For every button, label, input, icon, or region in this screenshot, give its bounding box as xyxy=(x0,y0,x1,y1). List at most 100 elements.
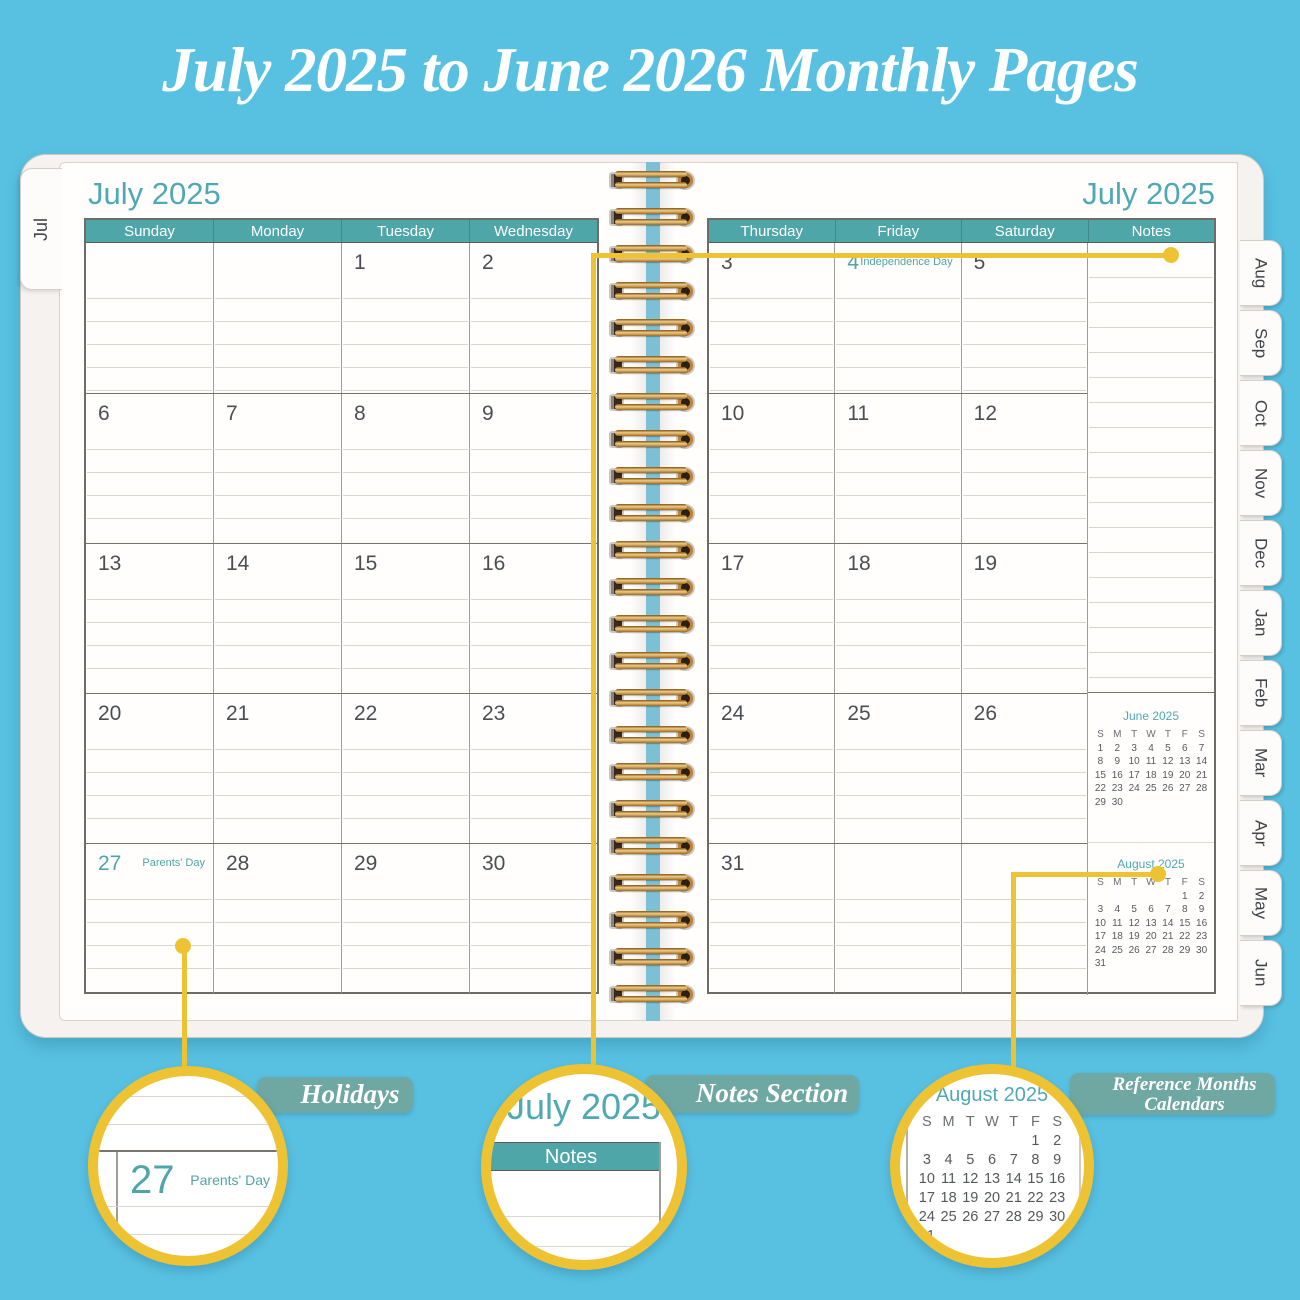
mini-date: 27 xyxy=(983,1209,1001,1225)
wire-bar xyxy=(615,652,687,658)
mini-date xyxy=(1003,1132,1025,1151)
mini-date: 25 xyxy=(1145,783,1157,794)
wire-bar xyxy=(615,959,687,965)
mini-week-row: 17 18 19 20 21 22 23 xyxy=(1092,930,1210,944)
right-calendar-body: 3 4 Independence Day 5 10 11 12 17 18 19 24 25 26 31 … xyxy=(709,243,1214,995)
mini-date: 19 xyxy=(1162,769,1174,781)
mini-date: 18 xyxy=(1145,769,1157,781)
wire-bar xyxy=(615,430,687,436)
week-row: 27 Parents' Day 28 29 30 xyxy=(86,843,597,993)
mini-date: 28 xyxy=(1005,1209,1022,1225)
mini-date: 16 xyxy=(1111,769,1123,781)
mini-date: 31 xyxy=(1094,958,1106,969)
mini-date: 18 xyxy=(940,1190,957,1206)
week-row: 24 25 26 xyxy=(709,693,1087,843)
reference-months-magnifier: August 2025 S M T W T F S 1 2 3 4 5 6 7 8 9 10 11 12 13 14 15 1… xyxy=(890,1064,1094,1268)
day-cell: 9 xyxy=(470,394,597,543)
mini-date: 9 xyxy=(1114,756,1121,767)
mini-date: 30 xyxy=(1196,944,1208,956)
ruled-lines xyxy=(215,577,340,691)
day-cell: 19 xyxy=(962,544,1087,693)
mini-date: 22 xyxy=(1027,1190,1044,1206)
day-cell: 16 xyxy=(470,544,597,693)
month-tab-jul: Jul xyxy=(20,168,62,290)
side-tab-label: Dec xyxy=(1251,537,1271,569)
side-tab-label: Apr xyxy=(1251,819,1271,847)
date-number: 27 xyxy=(98,852,122,875)
side-tab-aug: Aug xyxy=(1240,240,1282,306)
date-number: 20 xyxy=(98,702,122,725)
mini-date: 8 xyxy=(1097,756,1104,767)
mini-date xyxy=(1176,796,1193,810)
reference-callout-dot xyxy=(1150,866,1166,882)
mini-date: 29 xyxy=(1179,944,1191,956)
spiral-loop xyxy=(601,836,703,858)
mini-day-header: T xyxy=(1131,877,1138,888)
mini-date: 12 xyxy=(1162,756,1174,767)
right-calendar-grid: Thursday Friday Saturday Notes 3 4 Independen… xyxy=(707,218,1216,995)
ruled-lines xyxy=(343,427,468,541)
reference-months-label: Reference Months Calendars xyxy=(1070,1073,1275,1115)
wire-bar xyxy=(615,837,687,843)
date-columns: 3 4 Independence Day 5 10 11 12 17 18 19 24 25 26 31 xyxy=(709,243,1087,995)
date-number: 24 xyxy=(721,702,745,725)
mini-date: 21 xyxy=(1196,769,1208,781)
day-cell: 3 xyxy=(709,243,836,393)
mini-date: 10 xyxy=(1094,917,1106,929)
wire-bar xyxy=(615,404,687,410)
wire-bar xyxy=(615,208,687,214)
ruled-lines xyxy=(710,877,834,991)
mini-date xyxy=(1143,957,1160,971)
day-cell: 12 xyxy=(962,394,1087,543)
spiral-loop xyxy=(601,873,703,895)
date-number: 30 xyxy=(482,852,506,875)
wire-bar xyxy=(615,245,687,251)
date-number: 5 xyxy=(973,251,986,274)
mini-calendar: August 2025 S M T W T F S 1 2 3 4 5 6 7 8 9 10 11 12 13 14 15 1… xyxy=(1088,842,1214,995)
mini-calendar-title: June 2025 xyxy=(1122,709,1180,723)
spiral-loop xyxy=(601,947,703,969)
day-cell: 11 xyxy=(835,394,962,543)
mini-week-row: 15 16 17 18 19 20 21 xyxy=(1092,769,1210,783)
mini-date xyxy=(1193,957,1210,971)
day-cell: 29 xyxy=(342,844,470,993)
mini-date: 15 xyxy=(1027,1171,1044,1187)
ruled-lines xyxy=(836,427,960,541)
ruled-lines xyxy=(710,577,834,691)
date-number: 18 xyxy=(847,552,871,575)
mini-week-row: 24 25 26 27 28 29 30 xyxy=(916,1208,1068,1227)
mini-date: 1 xyxy=(1031,1133,1040,1149)
wire-bar xyxy=(615,541,687,547)
wire-bar xyxy=(615,552,687,558)
main-title: July 2025 to June 2026 Monthly Pages xyxy=(162,35,1139,105)
ruled-lines xyxy=(471,427,596,541)
wire-bar xyxy=(615,367,687,373)
mini-date: 4 xyxy=(1114,904,1121,915)
mini-date xyxy=(959,1132,981,1151)
day-header: Notes xyxy=(1131,223,1171,240)
ruled-lines xyxy=(215,427,340,541)
left-month-title: July 2025 xyxy=(88,176,221,211)
mini-date xyxy=(959,1227,981,1246)
mini-day-header: F xyxy=(1181,729,1188,740)
ruled-lines xyxy=(962,577,1086,691)
wire-bar xyxy=(615,911,687,917)
wire-bar xyxy=(615,663,687,669)
week-row: 17 18 19 xyxy=(709,543,1087,693)
mini-date: 28 xyxy=(1196,783,1208,794)
mini-date: 13 xyxy=(1145,917,1157,929)
mini-date: 5 xyxy=(1131,904,1137,915)
day-cell: 8 xyxy=(342,394,470,543)
mini-day-header: S xyxy=(1198,877,1205,888)
mini-day-header: T xyxy=(1009,1114,1019,1130)
ruled-lines xyxy=(836,727,960,841)
ruled-lines xyxy=(87,276,212,391)
spiral-loop xyxy=(601,799,703,821)
ruled-lines xyxy=(343,877,468,991)
week-row: 6 7 8 9 xyxy=(86,393,597,543)
mini-week-row: 10 11 12 13 14 15 16 xyxy=(1092,917,1210,931)
